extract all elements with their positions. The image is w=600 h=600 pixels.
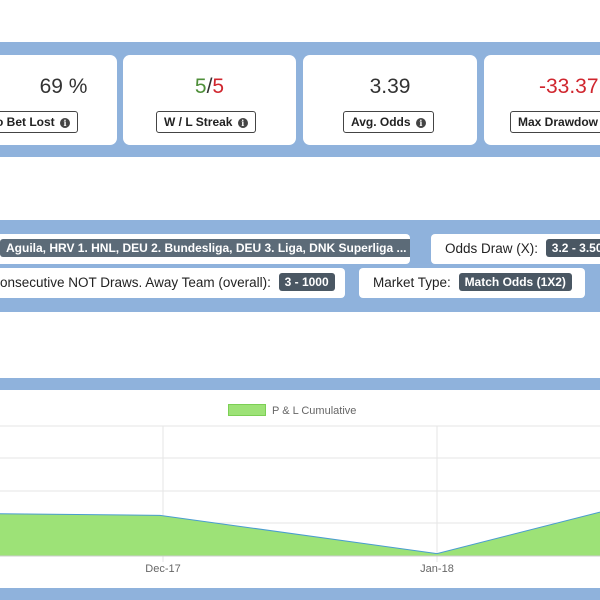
info-icon[interactable]: i	[60, 118, 71, 128]
filter-odds-draw-chip: 3.2 - 3.50	[545, 239, 600, 257]
stat-label-bet-lost[interactable]: o Bet Lost i	[0, 111, 79, 133]
stat-card-avg-odds: 3.39 Avg. Odds i	[303, 55, 477, 145]
stat-card-wl-streak: 5/5 W / L Streak i	[123, 55, 296, 145]
filter-leagues-chip: Aguila, HRV 1. HNL, DEU 2. Bundesliga, D…	[0, 239, 410, 257]
filters-band: Aguila, HRV 1. HNL, DEU 2. Bundesliga, D…	[0, 220, 600, 312]
chart-panel: P & L Cumulative Dec-17 Jan-18	[0, 390, 600, 588]
series-line	[0, 511, 600, 555]
stat-label-max-drawdown[interactable]: Max Drawdow	[510, 111, 600, 133]
stats-band: 69 % o Bet Lost i 5/5 W / L Streak i 3.3…	[0, 42, 600, 157]
filter-consecutive-chip: 3 - 1000	[278, 273, 335, 291]
filter-market-type[interactable]: Market Type: Match Odds (1X2)	[359, 268, 585, 298]
chart-band: P & L Cumulative Dec-17 Jan-18	[0, 378, 600, 600]
legend-label: P & L Cumulative	[272, 405, 357, 417]
info-icon[interactable]: i	[237, 118, 248, 128]
info-icon[interactable]: i	[415, 118, 426, 128]
x-tick-label: Jan-18	[420, 563, 454, 575]
filter-odds-draw-label: Odds Draw (X):	[445, 241, 539, 256]
area-fill	[0, 512, 600, 556]
stat-card-bet-lost: 69 % o Bet Lost i	[0, 55, 117, 145]
pl-cumulative-chart: Dec-17 Jan-18	[0, 425, 600, 575]
filter-market-type-label: Market Type:	[373, 275, 451, 290]
stat-card-max-drawdown: -33.37 Max Drawdow	[484, 55, 600, 145]
stat-value-bet-lost: 69 %	[39, 75, 88, 98]
legend-swatch	[228, 404, 266, 416]
stat-value-avg-odds: 3.39	[369, 75, 411, 98]
chart-legend[interactable]: P & L Cumulative	[228, 404, 356, 418]
filter-consecutive-not-draws[interactable]: onsecutive NOT Draws. Away Team (overall…	[0, 268, 345, 298]
filter-odds-draw[interactable]: Odds Draw (X): 3.2 - 3.50	[431, 234, 600, 264]
stat-label-wl-streak[interactable]: W / L Streak i	[156, 111, 256, 133]
filter-leagues[interactable]: Aguila, HRV 1. HNL, DEU 2. Bundesliga, D…	[0, 234, 410, 264]
x-tick-label: Dec-17	[145, 563, 180, 575]
filter-market-type-chip: Match Odds (1X2)	[458, 273, 572, 291]
stat-value-wl-streak: 5/5	[194, 75, 225, 98]
stat-label-avg-odds[interactable]: Avg. Odds i	[343, 111, 434, 133]
filter-consecutive-label: onsecutive NOT Draws. Away Team (overall…	[0, 275, 271, 290]
stat-value-max-drawdown: -33.37	[539, 75, 599, 98]
